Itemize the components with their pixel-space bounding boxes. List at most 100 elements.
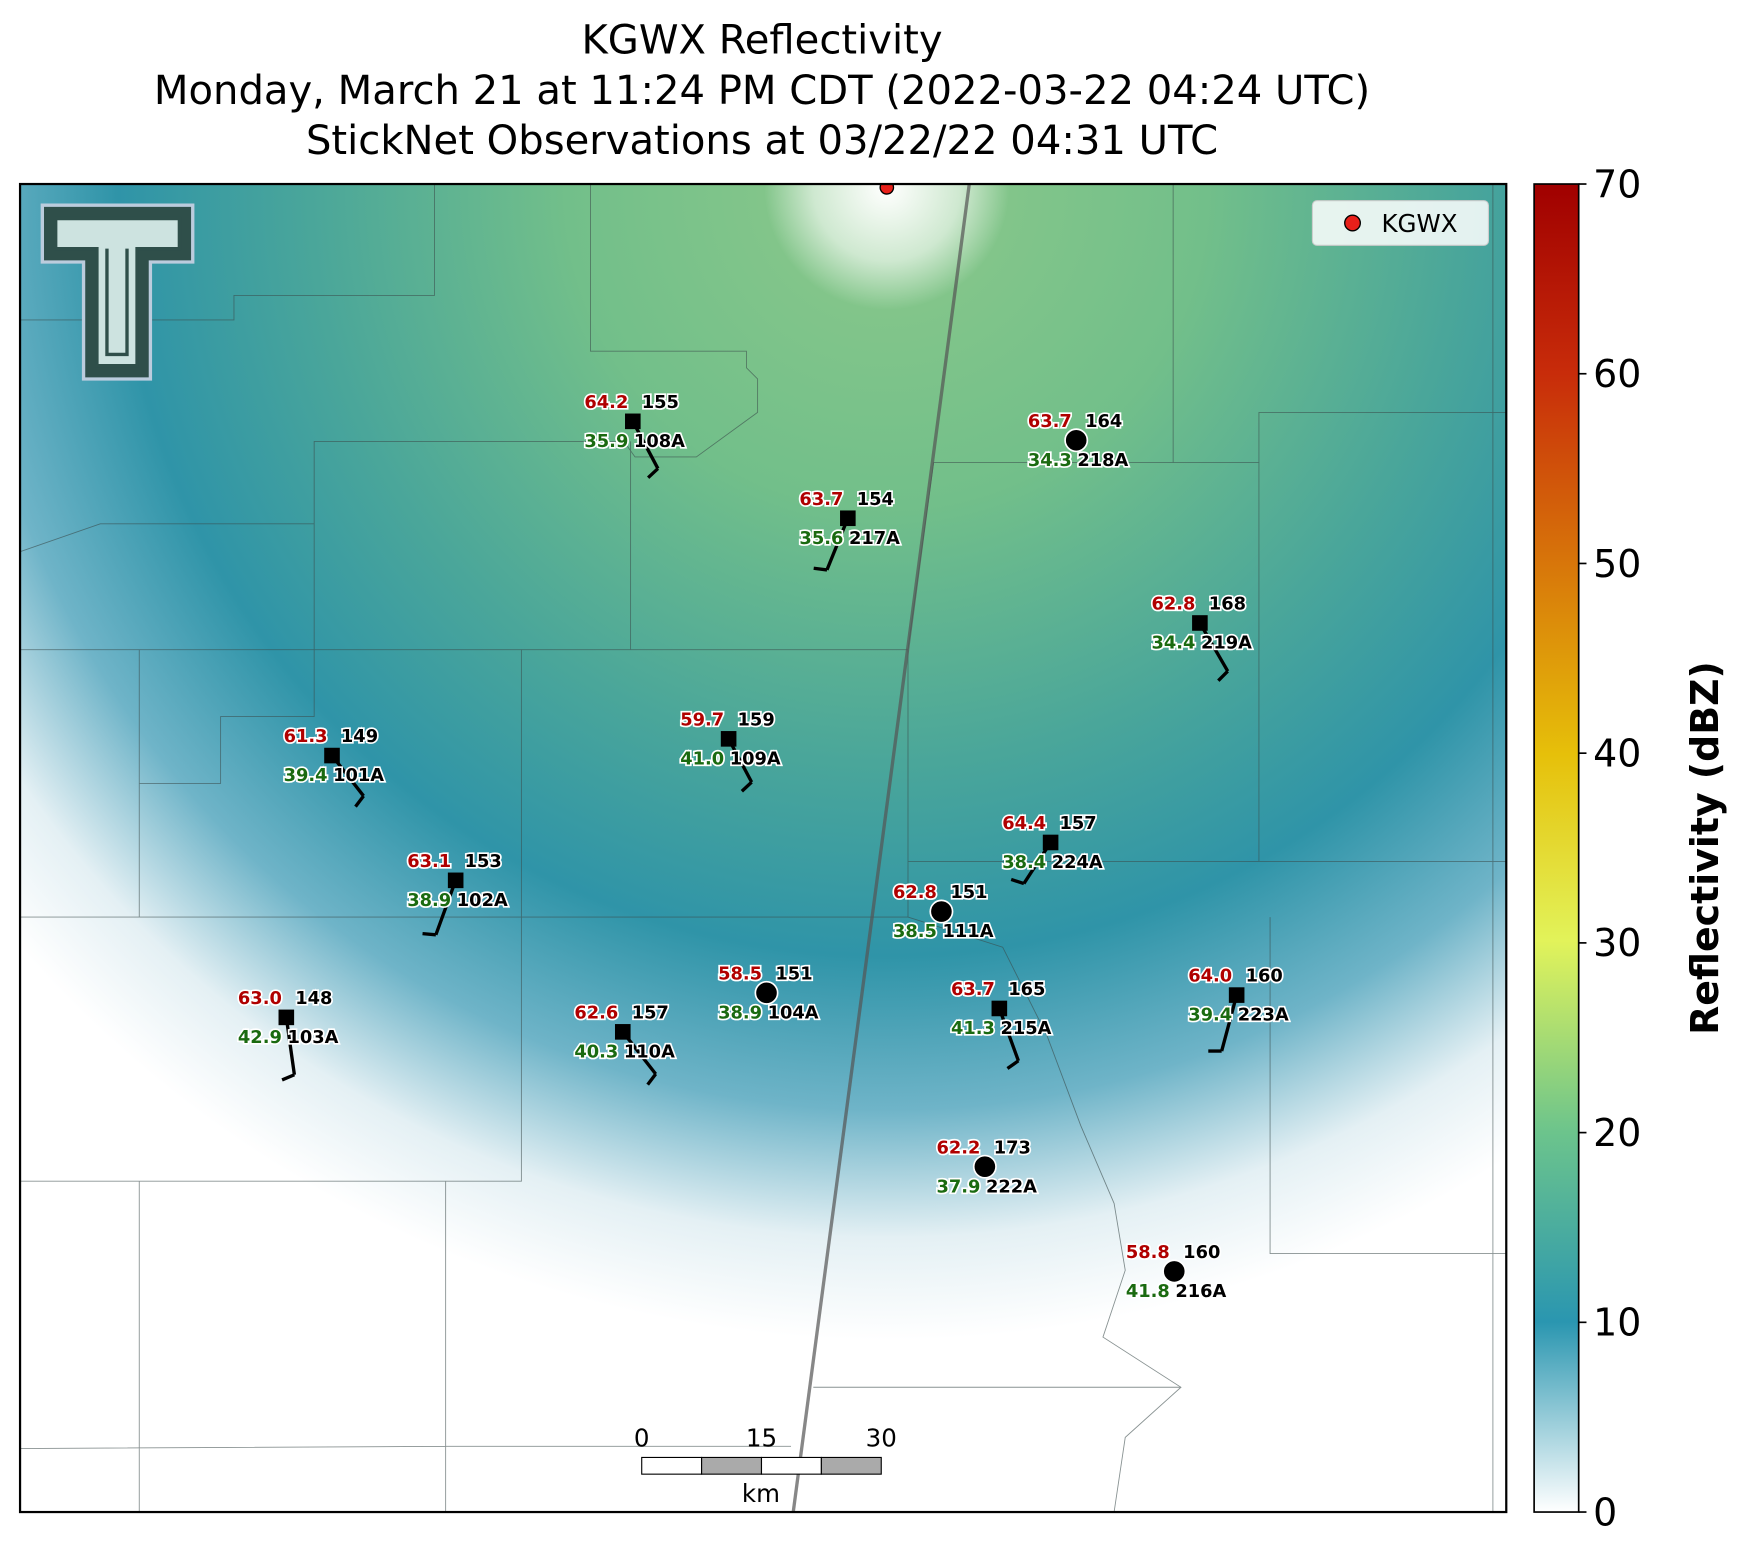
logo	[40, 203, 195, 381]
temperature: 59.7	[680, 709, 724, 730]
dewpoint: 38.5	[893, 921, 937, 942]
station-marker	[1192, 615, 1208, 631]
map-area	[20, 184, 1507, 1513]
wind-barb-flag	[281, 1073, 296, 1082]
dewpoint: 39.4	[284, 765, 328, 786]
station-id: 215A	[1000, 1018, 1051, 1039]
dewpoint: 37.9	[936, 1176, 980, 1197]
temperature: 62.8	[893, 882, 937, 903]
dewpoint: 39.4	[1188, 1005, 1232, 1026]
title-line: KGWX Reflectivity	[581, 18, 942, 64]
wind-barb	[825, 517, 850, 571]
station-id: 108A	[634, 431, 685, 452]
temperature: 64.0	[1188, 966, 1232, 987]
station-id: 217A	[849, 528, 900, 549]
station-marker	[447, 872, 464, 889]
temperature: 61.3	[284, 726, 328, 747]
temperature: 64.2	[584, 392, 628, 413]
station-id: 218A	[1077, 450, 1128, 471]
station-marker	[1162, 1259, 1187, 1284]
temperature: 62.8	[1151, 594, 1195, 615]
pressure: 157	[1060, 813, 1097, 834]
wind-barb-flag	[1217, 670, 1229, 682]
temperature: 63.7	[1028, 411, 1072, 432]
wind-barb-flag	[646, 1072, 658, 1086]
pressure: 173	[994, 1137, 1031, 1158]
dewpoint: 38.9	[718, 1002, 762, 1023]
wind-barb-flag	[646, 467, 660, 479]
colorbar-tick-label: 10	[1593, 1301, 1641, 1345]
pressure: 155	[642, 392, 679, 413]
colorbar-tick-label: 30	[1593, 921, 1641, 965]
scale-bar: 0 15 30 km	[634, 1423, 897, 1508]
temperature: 63.1	[407, 851, 451, 872]
station-id: 109A	[730, 748, 781, 769]
station-marker	[324, 747, 340, 764]
beam-artifact	[791, 184, 971, 1513]
dewpoint: 35.6	[799, 528, 843, 549]
pressure: 160	[1183, 1242, 1220, 1263]
pressure: 165	[1008, 979, 1045, 1000]
legend-label: KGWX	[1381, 209, 1457, 238]
stations: 64.2 155 35.9 108A 63.7 154 35.6 217A 63.7 164 34.…	[236, 390, 1290, 1303]
scale-segment	[641, 1456, 703, 1475]
title-line: StickNet Observations at 03/22/22 04:31 …	[306, 118, 1218, 164]
station-id: 222A	[986, 1176, 1037, 1197]
temperature: 63.7	[799, 489, 843, 510]
dewpoint: 35.9	[584, 431, 628, 452]
scale-tick-label: 15	[746, 1423, 777, 1452]
pressure: 151	[775, 963, 812, 984]
wind-barb-flag	[354, 794, 365, 808]
pressure: 168	[1209, 594, 1246, 615]
scale-tick-label: 0	[634, 1423, 650, 1452]
station-marker	[614, 1024, 631, 1040]
radar-field	[20, 184, 1507, 1513]
station-id: 101A	[333, 765, 384, 786]
station-id: 224A	[1052, 852, 1103, 873]
pressure: 154	[857, 489, 894, 510]
station-marker	[625, 413, 641, 430]
radar-cone	[764, 184, 1010, 310]
dewpoint: 41.3	[951, 1018, 995, 1039]
station-id: 216A	[1175, 1281, 1226, 1302]
legend-marker	[1344, 214, 1361, 232]
wind-barb	[997, 1007, 1020, 1062]
scale-segment	[820, 1456, 882, 1475]
scale-segment	[760, 1456, 822, 1475]
dewpoint: 41.0	[680, 748, 724, 769]
scale-segment	[701, 1456, 763, 1475]
temperature: 58.5	[718, 963, 762, 984]
dewpoint: 38.9	[407, 890, 451, 911]
colorbar: Reflectivity (dBZ) 0 10 20 30 40 50 60 70	[1533, 162, 1727, 1534]
pressure: 153	[465, 851, 502, 872]
temperature: 58.8	[1126, 1242, 1170, 1263]
pressure: 160	[1246, 966, 1283, 987]
county-lines	[20, 184, 1507, 1513]
station-marker	[929, 899, 954, 924]
station-marker	[840, 510, 856, 527]
temperature: 62.2	[936, 1137, 980, 1158]
station-marker	[991, 1000, 1008, 1017]
wind-barb	[1220, 994, 1239, 1052]
station-marker	[754, 980, 779, 1005]
wind-barb-flag	[1010, 877, 1025, 886]
wind-barb	[434, 879, 458, 936]
station-marker	[1042, 834, 1059, 851]
colorbar-tick-label: 70	[1593, 162, 1641, 206]
station-id: 104A	[768, 1002, 819, 1023]
radar-site	[879, 184, 895, 195]
dewpoint: 34.4	[1151, 633, 1195, 654]
scale-unit: km	[742, 1479, 780, 1508]
pressure: 151	[950, 882, 987, 903]
temperature: 63.7	[951, 979, 995, 1000]
wind-barb-flag	[740, 780, 753, 793]
legend-box	[1311, 200, 1489, 246]
wind-barb-flag	[1006, 1059, 1020, 1070]
station-id: 223A	[1238, 1005, 1289, 1026]
pressure: 164	[1085, 411, 1122, 432]
colorbar-tick-label: 40	[1593, 732, 1641, 776]
station-id: 102A	[457, 890, 508, 911]
temperature: 63.0	[238, 988, 282, 1009]
wind-barb-flag	[422, 931, 436, 937]
